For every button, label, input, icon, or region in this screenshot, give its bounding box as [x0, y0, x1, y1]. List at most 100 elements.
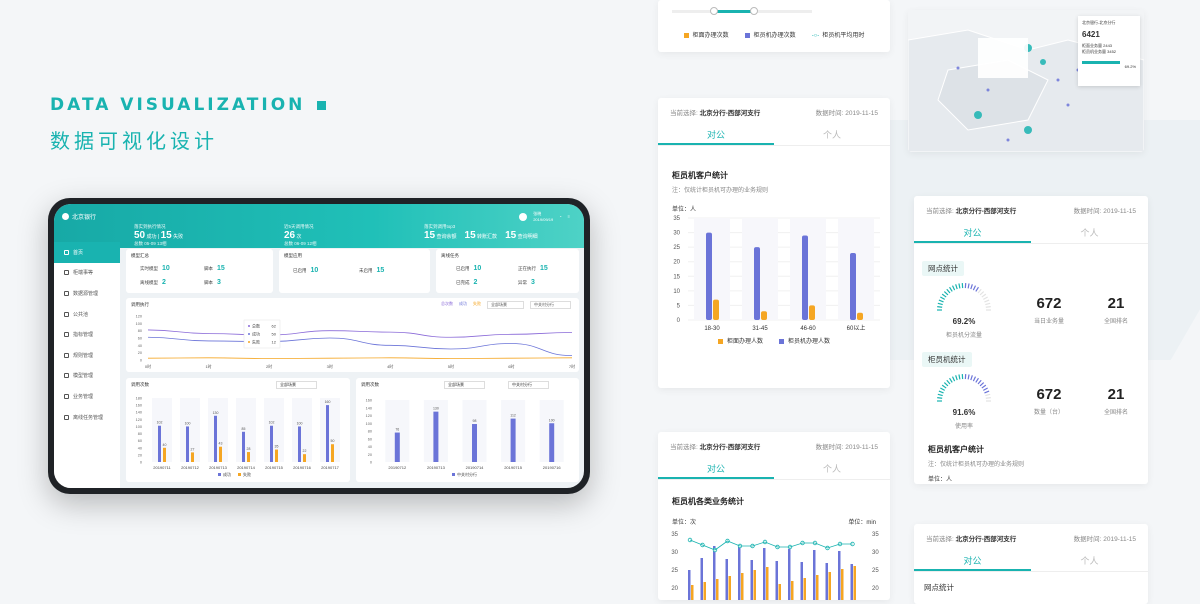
legend-item: 柜面办理次数: [684, 30, 729, 39]
selected-branch[interactable]: 北京分行-西部河支行: [956, 208, 1017, 215]
bar: [691, 585, 694, 600]
bar: [804, 578, 807, 600]
strip-foot: 总数 06-09 12相: [284, 241, 317, 247]
bar-background: [180, 398, 200, 462]
tooltip-label: 成功: [252, 331, 260, 337]
avatar[interactable]: [519, 213, 527, 221]
menu-item-icon: [64, 353, 69, 358]
gauge-tick: [968, 374, 969, 379]
gauge-tick: [940, 388, 944, 390]
sidebar-item[interactable]: 模型管理: [54, 366, 120, 387]
data-label: 100: [549, 418, 555, 422]
bar: [857, 313, 863, 320]
y-tick-label: 120: [366, 414, 372, 418]
y-tick-label: 40: [368, 445, 372, 449]
tab-personal[interactable]: 个人: [774, 460, 890, 479]
section-tag: 柜员机统计: [922, 352, 972, 367]
gauge-tick: [939, 300, 944, 302]
map-tooltip: 北京银行-北京分行 6421 柜面业务量 2443 柜员机业务量 3452 69…: [1078, 16, 1140, 86]
bar: [779, 584, 782, 600]
sidebar-item[interactable]: 指标管理: [54, 324, 120, 345]
sidebar-item[interactable]: 柜端事等: [54, 263, 120, 284]
hero-title: DATA VISUALIZATION: [50, 95, 326, 115]
tab-personal[interactable]: 个人: [1031, 552, 1148, 571]
strip-value: 26: [284, 230, 295, 241]
menu-icon[interactable]: ≡: [568, 214, 570, 219]
sidebar-item[interactable]: 公共池: [54, 304, 120, 325]
x-tick-label: 7时: [569, 363, 575, 369]
x-tick-label: 20190714: [466, 465, 485, 470]
selected-branch[interactable]: 北京分行-西部河支行: [700, 444, 761, 451]
bar: [776, 561, 779, 600]
data-label: 160: [325, 400, 331, 404]
card-title: 柜员机客户统计: [658, 170, 890, 181]
dashboard-screen: 北京银行 落实到执行情况 50 成功 | 15 失败 总数 05-09 13相 …: [54, 204, 584, 488]
gauge-value: 69.2%: [934, 317, 994, 326]
outlet-section: 网点统计: [914, 244, 1148, 276]
time-slider[interactable]: [672, 10, 812, 13]
x-tick-label: 1时: [205, 363, 211, 369]
slider-handle[interactable]: [710, 7, 718, 15]
slider-handle[interactable]: [750, 7, 758, 15]
bar: [754, 570, 757, 600]
tab-corporate[interactable]: 对公: [914, 224, 1031, 243]
menu-item-icon: [64, 373, 69, 378]
data-label: 102: [269, 421, 275, 425]
y-tick-label: 80: [138, 432, 142, 436]
x-tick-label: 20190712: [181, 465, 200, 470]
sidebar-item-label: 指标管理: [73, 331, 93, 338]
tab-corporate[interactable]: 对公: [914, 552, 1031, 571]
bar: [766, 567, 769, 600]
legend-item: -○-柜员机平均用时: [812, 30, 865, 39]
bell-icon[interactable]: ◔: [559, 214, 561, 219]
card-customer-stats: 当前选择: 北京分行-西部河支行 数据时间: 2019-11-15 对公 个人 …: [658, 98, 890, 388]
x-tick-label: 20190714: [237, 465, 256, 470]
sidebar-item-label: 离线任务管理: [73, 414, 103, 421]
tab-personal[interactable]: 个人: [774, 126, 890, 145]
y-tick-label: 160: [136, 404, 142, 408]
x-tick-label: 3时: [327, 363, 333, 369]
x-tick-label: 20190715: [265, 465, 284, 470]
bar: [854, 566, 857, 600]
bar-background: [208, 398, 228, 462]
gauge-tick: [980, 292, 984, 295]
x-tick-label: 20190716: [293, 465, 312, 470]
tab-corporate[interactable]: 对公: [658, 460, 774, 479]
bar: [813, 550, 816, 600]
sidebar-item[interactable]: 规则管理: [54, 345, 120, 366]
panel-title: 离线任务: [436, 249, 579, 263]
data-date: 2019-11-15: [845, 444, 878, 451]
selected-branch[interactable]: 北京分行-西部河支行: [700, 110, 761, 117]
tooltip-dot: [248, 333, 250, 335]
gauge-tick: [973, 286, 975, 291]
x-tick-label: 20190716: [543, 465, 562, 470]
sidebar-item[interactable]: 首页: [54, 242, 120, 263]
bar: [331, 444, 334, 462]
tooltip-value: 6421: [1082, 30, 1136, 39]
y-tick-label: 140: [366, 406, 372, 410]
tab-corporate[interactable]: 对公: [658, 126, 774, 145]
sidebar-item[interactable]: 数据源管理: [54, 283, 120, 304]
tab-personal[interactable]: 个人: [1031, 224, 1148, 243]
sidebar-item[interactable]: 业务管理: [54, 386, 120, 407]
y-tick-label: 60: [368, 437, 372, 441]
gauge-tick: [976, 287, 979, 291]
y-tick-label: 35: [673, 216, 680, 222]
selected-branch[interactable]: 北京分行-西部河支行: [956, 536, 1017, 543]
bar: [802, 235, 808, 320]
y-tick-label: 25: [671, 568, 678, 574]
bar: [851, 564, 854, 600]
sidebar-item[interactable]: 离线任务管理: [54, 407, 120, 428]
gauge-tick: [968, 283, 969, 288]
unit-left: 单位：次: [672, 517, 696, 526]
card-title: 柜员机各类业务统计: [658, 496, 890, 507]
data-label: 43: [219, 442, 223, 446]
gauge-tick: [985, 394, 990, 395]
map-marker: [987, 89, 990, 92]
